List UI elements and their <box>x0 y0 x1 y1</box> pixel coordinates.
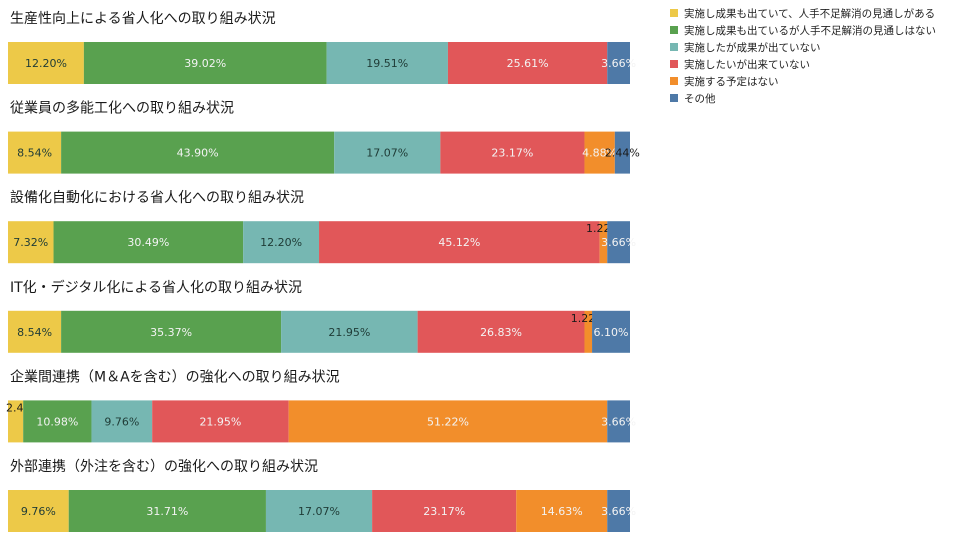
row-title: 従業員の多能工化への取り組み状況 <box>10 100 234 117</box>
bar-segment <box>53 221 244 264</box>
data-label: 26.83% <box>480 326 522 339</box>
data-label: 35.37% <box>150 326 192 339</box>
row-title: 設備化自動化における省人化への取り組み状況 <box>10 190 304 206</box>
data-label: 12.20% <box>260 236 302 249</box>
bar-segment <box>607 490 630 532</box>
bar-segment <box>372 490 517 532</box>
bar-segment <box>83 42 327 84</box>
legend-label: その他 <box>684 92 716 105</box>
bar-segment <box>8 490 69 532</box>
data-label: 21.95% <box>328 326 370 339</box>
bar-segment <box>152 400 289 443</box>
bar-segment <box>243 221 320 264</box>
bar-segment <box>8 400 24 443</box>
bar-segment <box>592 310 630 353</box>
data-label: 31.71% <box>146 505 188 518</box>
legend: 実施し成果も出ていて、人手不足解消の見通しがある実施し成果も出ているが人手不足解… <box>670 7 936 105</box>
data-label: 12.20% <box>25 57 67 70</box>
data-label: 3.66% <box>601 415 636 428</box>
legend-swatch <box>670 9 678 17</box>
data-label: 17.07% <box>298 505 340 518</box>
bar-segment <box>91 400 153 443</box>
data-label: 30.49% <box>127 236 169 249</box>
legend-label: 実施し成果も出ているが人手不足解消の見通しはない <box>684 24 936 37</box>
row-title: 生産性向上による省人化への取り組み状況 <box>10 11 276 27</box>
data-label: 19.51% <box>366 57 408 70</box>
chart-row: 生産性向上による省人化への取り組み状況 12.20% 39.02% 19.51% 25.… <box>8 11 636 84</box>
data-label: 14.63% <box>541 505 583 518</box>
chart-row: 従業員の多能工化への取り組み状況 8.54% 43.90% 17.07% 23.17% 4… <box>8 100 640 174</box>
data-label: 3.66% <box>601 505 636 518</box>
bar-segment <box>265 490 373 532</box>
legend-swatch <box>670 77 678 85</box>
legend-swatch <box>670 94 678 102</box>
data-label: 51.22% <box>427 415 469 428</box>
bar-segment <box>334 131 441 174</box>
bar-segment <box>8 42 84 84</box>
row-title: IT化・デジタル化による省人化の取り組み状況 <box>10 279 302 296</box>
data-label: 23.17% <box>423 505 465 518</box>
bar-segment <box>281 310 418 353</box>
chart-row: IT化・デジタル化による省人化の取り組み状況 8.54% 35.37% 21.95% 2… <box>8 279 630 353</box>
data-label: 8.54% <box>17 147 52 160</box>
data-label: 3.66% <box>601 236 636 249</box>
data-label: 2.44% <box>605 147 640 160</box>
chart-row: 設備化自動化における省人化への取り組み状況 7.32% 30.49% 12.20% 45… <box>8 190 636 264</box>
chart-row: 企業間連携（M＆Aを含む）の強化への取り組み状況2.44%10.98%9.76%… <box>6 368 636 443</box>
bar-segment <box>68 490 266 532</box>
data-label: 45.12% <box>438 236 480 249</box>
bar-segment <box>607 42 630 84</box>
bar-segment <box>61 131 335 174</box>
data-label: 23.17% <box>491 147 533 160</box>
chart-row: 外部連携（外注を含む）の強化への取り組み状況 9.76% 31.71% 17.07% 2… <box>8 459 636 532</box>
data-label: 4.88% <box>582 147 617 160</box>
data-label: 39.02% <box>184 57 226 70</box>
legend-swatch <box>670 26 678 34</box>
data-label: 21.95% <box>199 415 241 428</box>
bar-segment <box>326 42 448 84</box>
data-label: 10.98% <box>36 415 78 428</box>
legend-swatch <box>670 60 678 68</box>
bar-segment <box>584 131 615 174</box>
bar-segment <box>23 400 92 443</box>
bar-segment <box>8 131 62 174</box>
bar-segment <box>61 310 282 353</box>
legend-swatch <box>670 43 678 51</box>
legend-label: 実施し成果も出ていて、人手不足解消の見通しがある <box>684 7 935 20</box>
data-label: 25.61% <box>507 57 549 70</box>
legend-label: 実施したいが出来ていない <box>684 58 810 71</box>
bar-segment <box>417 310 585 353</box>
bar-segment <box>447 42 608 84</box>
data-label: 7.32% <box>13 236 48 249</box>
bar-segment <box>607 221 630 264</box>
data-label: 17.07% <box>366 147 408 160</box>
row-title: 企業間連携（M＆Aを含む）の強化への取り組み状況 <box>10 368 340 385</box>
bar-segment <box>607 400 630 443</box>
legend-label: 実施する予定はない <box>684 75 779 88</box>
bar-segment <box>8 310 62 353</box>
legend-label: 実施したが成果が出ていない <box>684 41 821 54</box>
data-label: 8.54% <box>17 326 52 339</box>
bar-segment <box>440 131 585 174</box>
row-title: 外部連携（外注を含む）の強化への取り組み状況 <box>10 459 318 475</box>
data-label: 6.10% <box>594 326 629 339</box>
data-label: 43.90% <box>177 147 219 160</box>
bar-segment <box>319 221 600 264</box>
bar-segment <box>614 131 630 174</box>
bar-segment <box>584 310 593 353</box>
bar-segment <box>599 221 608 264</box>
bar-segment <box>516 490 608 532</box>
data-label: 9.76% <box>104 415 139 428</box>
data-label: 3.66% <box>601 57 636 70</box>
data-label: 9.76% <box>21 505 56 518</box>
bar-segment <box>288 400 608 443</box>
bar-segment <box>8 221 54 264</box>
